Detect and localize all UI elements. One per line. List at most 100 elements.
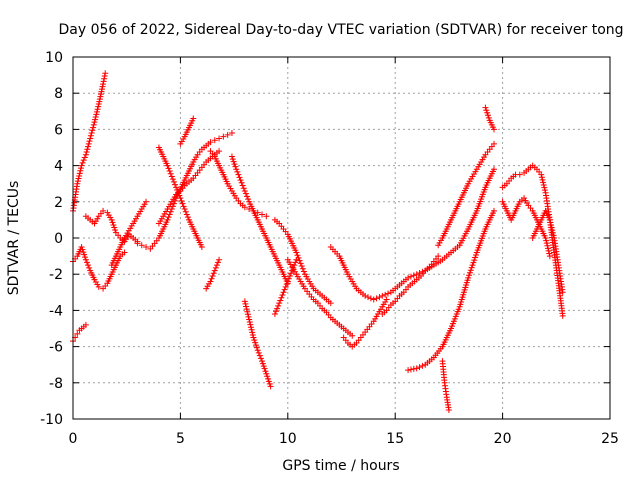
- y-tick-labels: -10 -8 -6 -4 -2 0 2 4 6 8 10: [40, 50, 63, 428]
- data-point: [491, 140, 498, 147]
- data-point: [274, 305, 281, 312]
- data-point: [259, 358, 266, 365]
- data-point: [472, 252, 479, 259]
- data-point: [259, 211, 266, 218]
- data-point: [237, 177, 244, 184]
- data-point: [407, 273, 414, 280]
- data-point: [277, 297, 284, 304]
- data-points: [70, 70, 566, 413]
- data-point: [172, 181, 179, 188]
- x-tick-label: 5: [176, 431, 185, 447]
- data-point: [252, 339, 259, 346]
- data-point: [214, 259, 221, 266]
- data-point: [264, 373, 271, 380]
- data-point: [445, 406, 452, 413]
- data-point: [276, 300, 283, 307]
- data-point: [164, 162, 171, 169]
- data-point: [405, 367, 412, 374]
- data-point: [95, 103, 102, 110]
- data-point: [275, 302, 282, 309]
- data-point: [255, 349, 262, 356]
- data-point: [253, 342, 260, 349]
- data-point: [247, 324, 254, 331]
- data-point: [74, 178, 81, 185]
- data-point: [419, 362, 426, 369]
- data-point: [213, 262, 220, 269]
- data-point: [211, 267, 218, 274]
- data-point: [379, 292, 386, 299]
- data-point: [297, 260, 304, 267]
- data-point: [413, 365, 420, 372]
- data-point: [242, 300, 249, 307]
- data-point: [82, 321, 89, 328]
- data-point: [540, 179, 547, 186]
- y-tick-label: -4: [49, 303, 63, 319]
- data-point: [182, 208, 189, 215]
- data-point: [539, 176, 546, 183]
- data-point: [559, 289, 566, 296]
- data-point: [249, 329, 256, 336]
- data-point: [547, 219, 554, 226]
- y-tick-label: -2: [49, 267, 63, 283]
- data-point: [93, 108, 100, 115]
- data-point: [190, 115, 197, 122]
- data-point: [243, 193, 250, 200]
- data-point: [216, 135, 223, 142]
- data-point: [176, 192, 183, 199]
- data-point: [245, 196, 252, 203]
- grid-lines: [73, 57, 610, 419]
- data-point: [516, 171, 523, 178]
- data-point: [209, 273, 216, 280]
- data-point: [179, 200, 186, 207]
- data-point: [78, 162, 85, 169]
- data-point: [168, 173, 175, 180]
- data-point: [549, 229, 556, 236]
- data-point: [100, 207, 107, 214]
- data-point: [265, 378, 272, 385]
- data-point: [207, 139, 214, 146]
- data-point: [183, 211, 190, 218]
- data-point: [254, 347, 261, 354]
- data-point: [87, 132, 94, 139]
- data-point: [279, 292, 286, 299]
- data-point: [248, 326, 255, 333]
- data-point: [468, 264, 475, 271]
- data-point: [548, 222, 555, 229]
- data-point: [84, 146, 91, 153]
- data-point: [207, 278, 214, 285]
- data-point: [134, 240, 141, 247]
- data-point: [88, 130, 95, 137]
- data-point: [86, 138, 93, 145]
- data-point: [228, 130, 235, 137]
- data-point: [538, 171, 545, 178]
- data-point: [74, 330, 81, 337]
- data-point: [471, 257, 478, 264]
- data-point: [241, 204, 248, 211]
- data-point: [228, 153, 235, 160]
- y-tick-label: 10: [45, 50, 63, 66]
- data-point: [294, 252, 301, 259]
- data-point: [249, 331, 256, 338]
- data-point: [241, 187, 248, 194]
- data-point: [238, 179, 245, 186]
- data-point: [327, 300, 334, 307]
- data-point: [121, 249, 128, 256]
- data-point: [282, 283, 289, 290]
- x-tick-label: 25: [601, 431, 619, 447]
- data-point: [181, 206, 188, 213]
- data-point: [549, 227, 556, 234]
- x-tick-label: 0: [69, 431, 78, 447]
- data-point: [543, 240, 550, 247]
- data-point: [173, 184, 180, 191]
- data-point: [267, 383, 274, 390]
- data-point: [260, 363, 267, 370]
- data-point: [230, 158, 237, 165]
- data-point: [101, 75, 108, 82]
- data-point: [178, 197, 185, 204]
- data-point: [546, 216, 553, 223]
- data-point: [545, 247, 552, 254]
- data-point: [259, 360, 266, 367]
- data-point: [263, 213, 270, 220]
- data-point: [410, 365, 417, 372]
- data-point: [543, 237, 550, 244]
